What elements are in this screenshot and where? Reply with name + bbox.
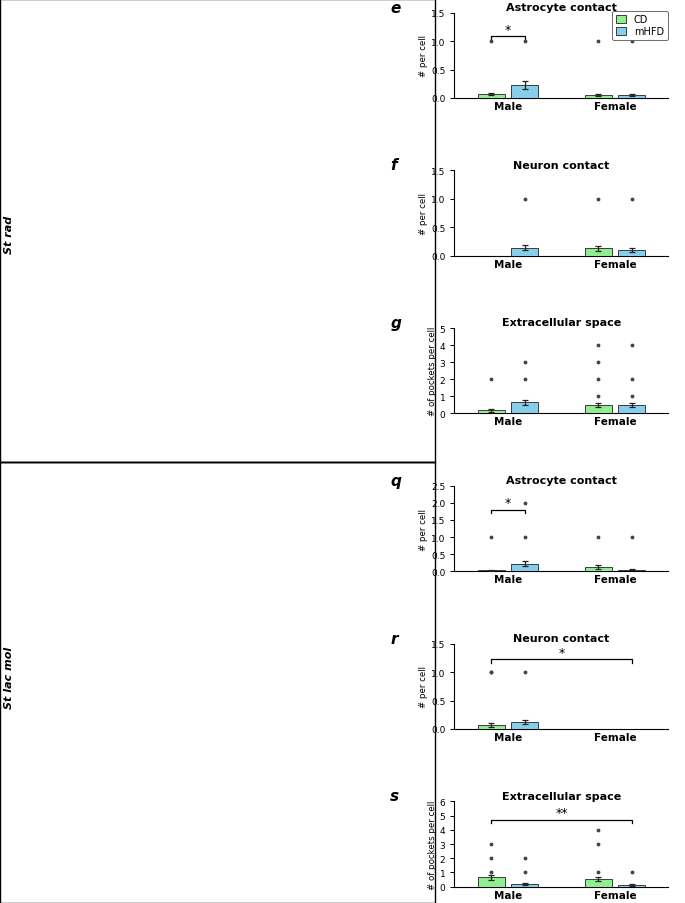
Y-axis label: # of pockets per cell: # of pockets per cell (428, 327, 437, 416)
Bar (478, 878, 505, 887)
Bar (585, 879, 612, 887)
Bar (585, 567, 612, 572)
Y-axis label: # per cell: # per cell (419, 193, 428, 235)
Text: r: r (390, 631, 398, 646)
Bar (478, 411, 505, 414)
Title: Astrocyte contact: Astrocyte contact (506, 3, 617, 13)
Bar (618, 405, 645, 414)
Text: St lac mol: St lac mol (4, 647, 14, 708)
Text: St rad: St rad (4, 216, 14, 254)
Text: e: e (390, 1, 401, 15)
Bar (478, 95, 505, 99)
Title: Neuron contact: Neuron contact (513, 161, 610, 171)
Bar (511, 87, 538, 99)
Bar (618, 885, 645, 887)
Y-axis label: # per cell: # per cell (419, 35, 428, 77)
Legend: CD, mHFD: CD, mHFD (612, 12, 668, 42)
Bar (585, 249, 612, 256)
Y-axis label: # per cell: # per cell (419, 666, 428, 707)
Text: *: * (558, 646, 564, 659)
Text: s: s (390, 788, 399, 804)
Text: *: * (505, 23, 511, 37)
Bar (585, 96, 612, 99)
Bar (511, 884, 538, 887)
Bar (478, 725, 505, 729)
Text: *: * (505, 497, 511, 509)
Bar (618, 251, 645, 256)
Bar (585, 405, 612, 414)
Bar (511, 248, 538, 256)
Y-axis label: # per cell: # per cell (419, 508, 428, 550)
Title: Extracellular space: Extracellular space (502, 318, 621, 328)
Bar (511, 564, 538, 572)
Title: Astrocyte contact: Astrocyte contact (506, 476, 617, 486)
Y-axis label: # of pockets per cell: # of pockets per cell (428, 799, 437, 889)
Bar (618, 96, 645, 99)
Title: Extracellular space: Extracellular space (502, 791, 621, 801)
Text: f: f (390, 158, 397, 173)
Text: q: q (390, 473, 401, 489)
Title: Neuron contact: Neuron contact (513, 633, 610, 643)
Bar (478, 571, 505, 572)
Bar (511, 722, 538, 729)
Bar (511, 403, 538, 414)
Bar (618, 570, 645, 572)
Text: g: g (390, 316, 401, 330)
Text: **: ** (555, 806, 568, 819)
